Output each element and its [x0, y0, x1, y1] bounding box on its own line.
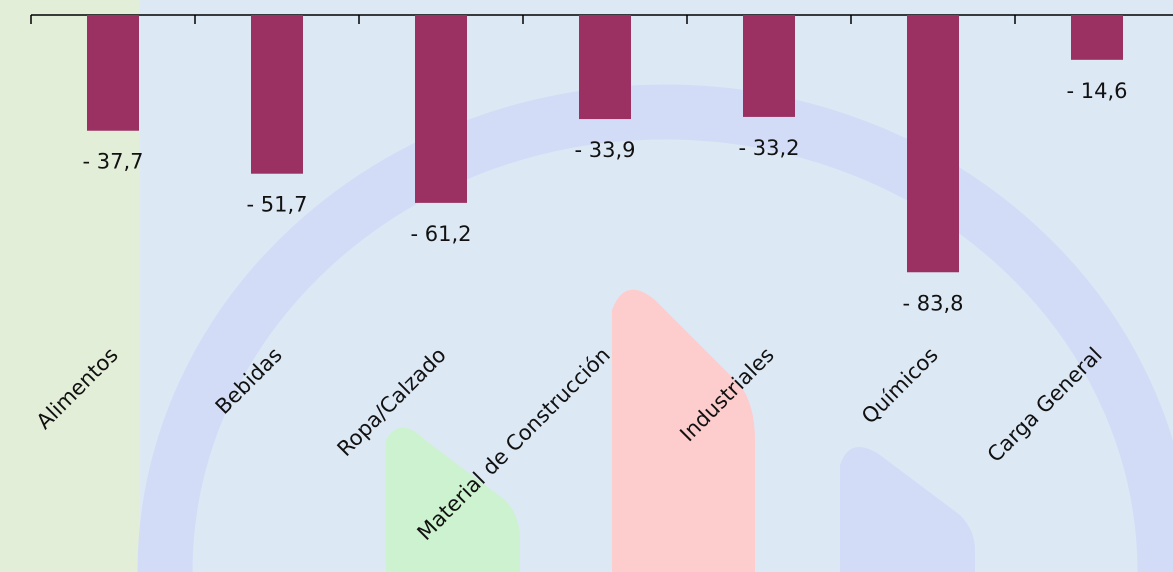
- bar: [251, 15, 303, 174]
- decor-arc: [137, 84, 1173, 572]
- data-label: - 83,8: [902, 291, 963, 315]
- bar: [1071, 15, 1123, 60]
- decor-shape: [386, 427, 520, 572]
- bar: [415, 15, 467, 203]
- data-label: - 33,9: [574, 138, 635, 162]
- bar: [907, 15, 959, 273]
- decor-shape: [840, 447, 975, 572]
- data-label: - 61,2: [410, 222, 471, 246]
- bar: [87, 15, 139, 131]
- data-label: - 51,7: [246, 193, 307, 217]
- bar: [579, 15, 631, 120]
- bar: [743, 15, 795, 117]
- data-label: - 37,7: [82, 150, 143, 174]
- data-label: - 14,6: [1066, 79, 1127, 103]
- decor-shape: [612, 289, 755, 572]
- data-label: - 33,2: [738, 136, 799, 160]
